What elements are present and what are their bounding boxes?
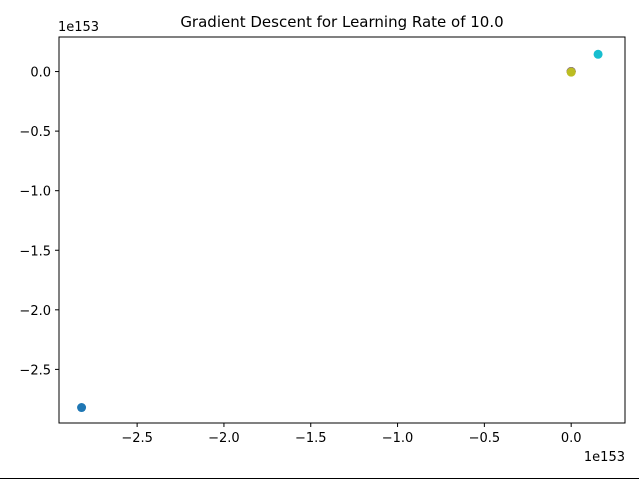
data-point-8 (566, 67, 576, 77)
axis-ticks: −2.5 −2.0 −1.5 −1.0 −0.5 0.0 0.0 −0.5 −1.0 −1.5 −2… (19, 66, 581, 446)
y-tick-label-4: −2.0 (19, 304, 51, 319)
y-tick-label-1: −0.5 (19, 125, 51, 140)
y-tick-label-3: −1.5 (19, 244, 51, 259)
x-tick-label-0: −2.5 (121, 431, 153, 446)
x-tick-label-2: −1.5 (295, 431, 327, 446)
x-tick-label-4: −0.5 (469, 431, 501, 446)
y-tick-label-0: 0.0 (30, 66, 51, 81)
data-points (77, 49, 603, 413)
x-tick-label-3: −1.0 (382, 431, 414, 446)
bottom-divider (0, 478, 639, 479)
y-tick-label-2: −1.0 (19, 185, 51, 200)
x-axis-offset-label: 1e153 (584, 450, 625, 465)
y-axis-offset-label: 1e153 (58, 20, 99, 35)
y-tick-label-5: −2.5 (19, 363, 51, 378)
data-point-0 (77, 403, 87, 413)
x-tick-label-5: 0.0 (561, 431, 582, 446)
plot-area-frame (58, 36, 626, 424)
x-tick-label-1: −2.0 (208, 431, 240, 446)
chart-title: Gradient Descent for Learning Rate of 10… (180, 13, 503, 31)
data-point-1 (593, 49, 603, 59)
